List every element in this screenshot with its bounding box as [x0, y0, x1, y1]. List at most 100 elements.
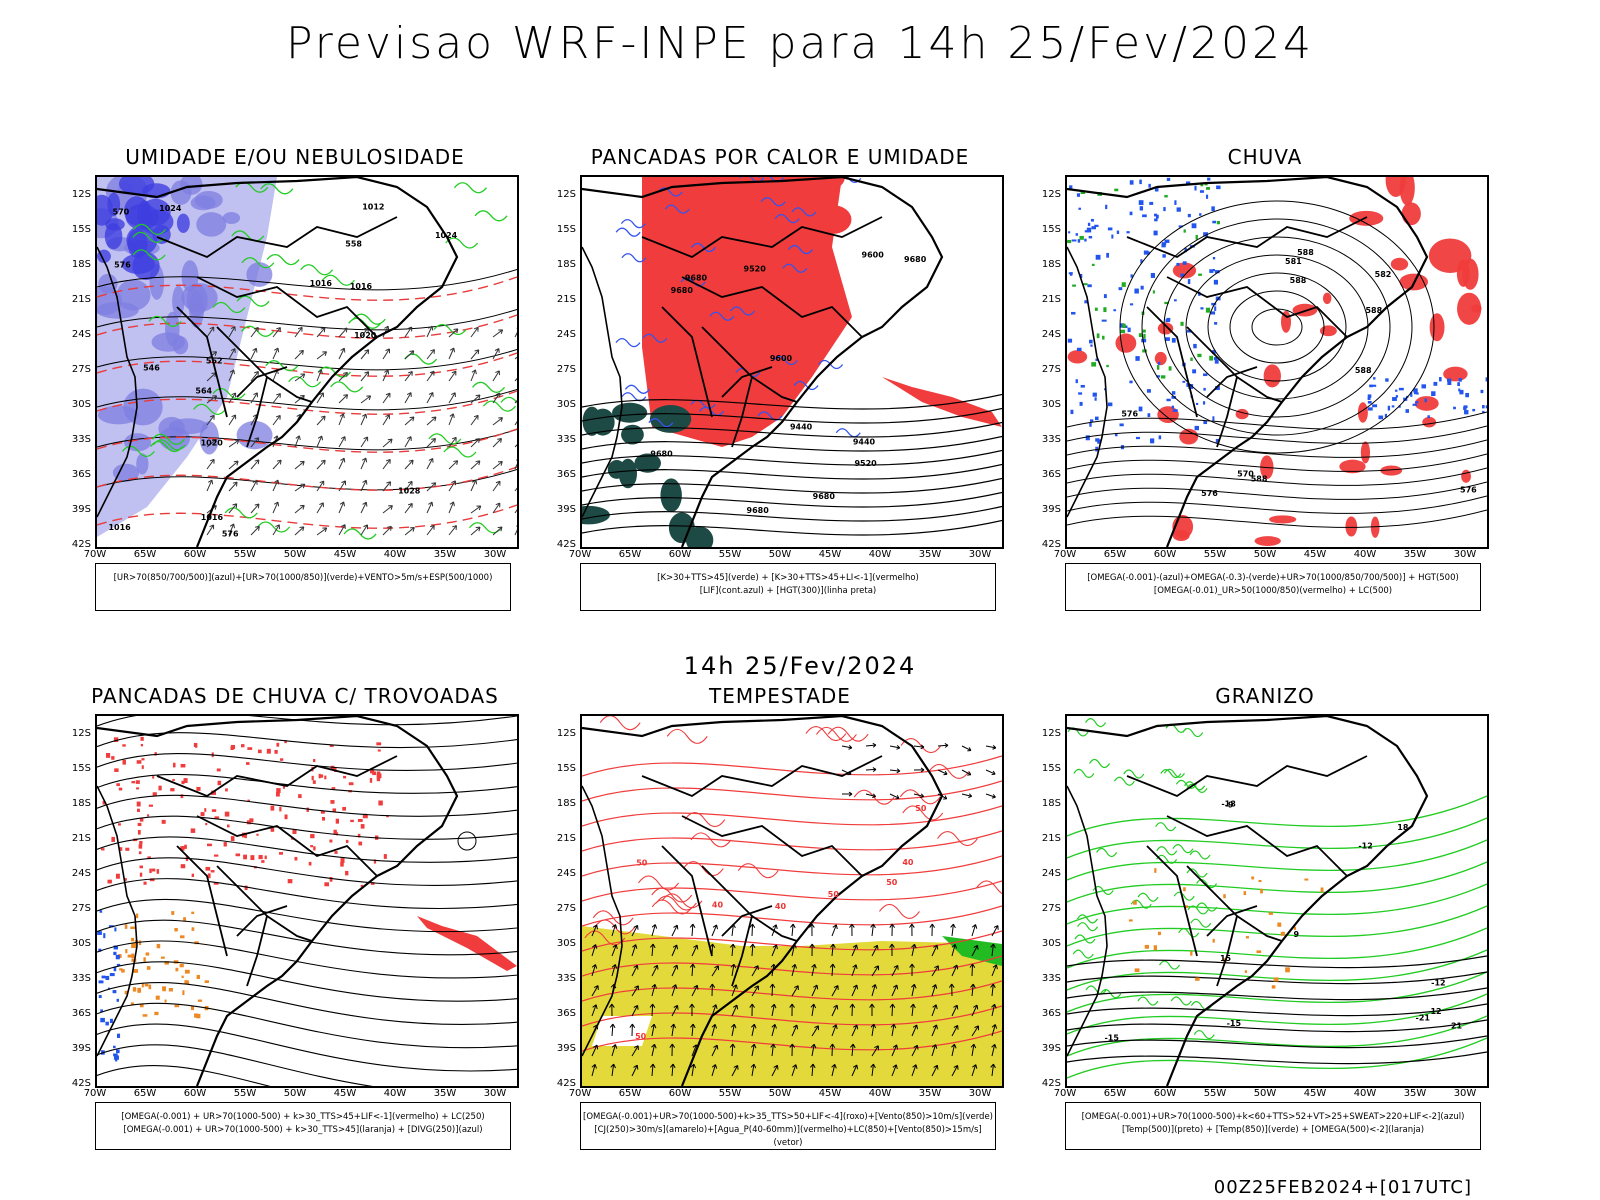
omega-cell — [1183, 887, 1186, 892]
rain-blue-cell — [1485, 377, 1487, 382]
thunderstorm-cell — [138, 844, 143, 849]
lat-tick-label: 33S — [71, 434, 91, 445]
omega-cell — [1320, 887, 1324, 893]
lat-tick-label: 36S — [1041, 469, 1061, 480]
rain-blue-cell — [1076, 193, 1081, 197]
lat-tick-label: 12S — [556, 189, 576, 200]
legend-line: [OMEGA(-0.001)-(azul)+OMEGA(-0.3)-(verde… — [1087, 573, 1459, 583]
rain-blue-cell — [1071, 239, 1077, 242]
rain-green-cell — [1067, 239, 1072, 244]
rain-blue-cell — [1088, 235, 1093, 239]
thunderstorm-cell — [111, 756, 115, 760]
thunderstorm-cell — [211, 790, 216, 795]
lat-tick-label: 36S — [556, 1008, 576, 1019]
rain-blue-cell — [1118, 287, 1123, 291]
rain-blue-cell — [1148, 183, 1151, 188]
lat-tick-label: 27S — [1041, 903, 1061, 914]
wind-vector-15ms — [789, 1003, 795, 1017]
political-border — [176, 306, 228, 418]
rain-blue-cell — [1165, 319, 1171, 323]
rain-blue-cell — [1156, 375, 1161, 378]
rain-blue-cell — [1092, 392, 1097, 397]
wind-vector-15ms — [971, 1025, 980, 1037]
rain-blue-cell — [1174, 200, 1177, 205]
thunderstorm-cell — [223, 842, 227, 847]
lon-tick-label: 35W — [918, 549, 942, 560]
wind-vector — [448, 480, 457, 492]
wind-vector — [514, 399, 517, 404]
wind-vector-15ms — [629, 1023, 636, 1037]
wind-vector — [492, 417, 503, 426]
wind-vector-15ms — [711, 1044, 719, 1057]
wind-vector-15ms — [649, 943, 656, 957]
rain-blue-cell — [1134, 288, 1139, 294]
wind-vector — [382, 458, 391, 470]
lat-tick-label: 33S — [1041, 973, 1061, 984]
lon-tick-label: 40W — [868, 549, 892, 560]
contour-label: 1024 — [435, 231, 458, 240]
rain-blue-cell — [1207, 177, 1211, 181]
rain-green-cell — [1156, 365, 1160, 370]
rain-green-cell — [1183, 229, 1186, 233]
thunderstorm-cell — [279, 806, 282, 812]
rain-blue-cell — [1155, 214, 1159, 219]
rain-blue-cell — [1458, 388, 1461, 392]
wind-vector-15ms — [651, 984, 657, 997]
lc850-isoline — [582, 955, 1002, 977]
orange-cell — [145, 952, 150, 956]
orange-cell — [155, 995, 160, 1000]
rain-blue-cell — [1127, 327, 1131, 333]
rain-blue-cell — [1090, 344, 1093, 347]
contour-label: 1020 — [354, 331, 377, 340]
omega-cell — [1128, 919, 1133, 922]
wind-vector-15ms — [810, 1043, 817, 1057]
temp850-isoline — [1067, 971, 1487, 1013]
lon-tick-label: 35W — [433, 1088, 457, 1099]
lat-tick-label: 36S — [71, 1008, 91, 1019]
orange-cell — [133, 969, 138, 973]
thunderstorm-cell — [357, 818, 363, 822]
lon-tick-label: 70W — [568, 549, 592, 560]
streamline-250 — [97, 857, 517, 886]
humidity-patch — [246, 262, 273, 287]
wind-vector — [382, 392, 391, 404]
wind-vector-15ms — [671, 1004, 679, 1017]
wind-vector-15ms — [849, 923, 855, 937]
rain-green-cell — [1106, 364, 1109, 368]
divergence-cell — [101, 975, 106, 979]
orange-cell — [154, 1011, 159, 1016]
thunderstorm-cell — [149, 868, 152, 874]
rain-blue-cell — [1413, 388, 1418, 393]
lat-tick-label: 42S — [556, 539, 576, 550]
wind-vector-15ms — [931, 965, 939, 977]
wind-vector-15ms — [811, 963, 817, 977]
thunderstorm-band — [417, 916, 517, 971]
thunderstorm-cell — [376, 742, 382, 746]
lon-tick-label: 35W — [433, 549, 457, 560]
humidity-850-contour — [474, 210, 508, 222]
rain-blue-cell — [1129, 180, 1134, 185]
lon-tick-label: 30W — [483, 1088, 507, 1099]
wind-vector — [492, 460, 503, 470]
wind-vector-15ms — [851, 1024, 859, 1037]
temp850-contour — [1187, 905, 1209, 915]
thunderstorm-cell — [118, 823, 121, 826]
wind-vector — [382, 481, 392, 492]
rain-blue-cell — [1413, 390, 1417, 395]
rain-blue-cell — [1107, 227, 1113, 231]
thunderstorm-cell — [335, 818, 340, 824]
humidity-patch — [116, 279, 151, 311]
lif-contour — [835, 428, 861, 438]
thunderstorm-cell — [324, 882, 329, 887]
panel-pancadas-trovoadas: PANCADAS DE CHUVA C/ TROVOADAS 12S 15S 18S 2… — [55, 684, 535, 1164]
lon-tick-label: 30W — [968, 1088, 992, 1099]
wind-vector-15ms — [631, 944, 638, 957]
lat-tick-label: 27S — [1041, 364, 1061, 375]
wind-vector-15ms — [691, 944, 699, 957]
map-frame: 50 50 50 50 40 40 40 50 — [580, 714, 1004, 1088]
rain-blue-cell — [1089, 339, 1093, 344]
rain-blue-cell — [1176, 262, 1180, 266]
thunderstorm-cell — [310, 845, 313, 848]
temp850-isoline — [1067, 1037, 1487, 1079]
rain-red-patch — [1268, 515, 1297, 524]
